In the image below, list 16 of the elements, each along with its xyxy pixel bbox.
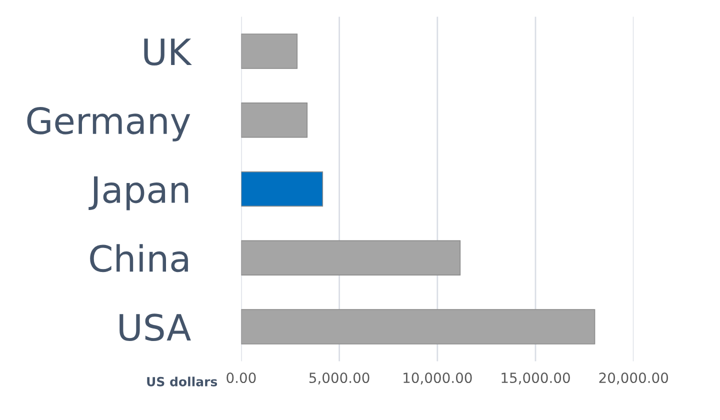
y-tick-label: Japan [88,176,188,210]
bar [241,309,596,344]
x-tick-label: 0.00 [226,372,256,384]
x-tick-label: 20,000.00 [599,372,668,384]
bar [241,171,324,207]
x-tick-label: 10,000.00 [404,372,472,384]
x-axis-title: US dollars [147,376,218,386]
y-tick-label: China [90,244,188,272]
x-tick-label: 5,000.00 [309,372,370,384]
y-tick-label: UK [144,38,192,66]
x-tick-label: 15,000.00 [502,372,570,384]
y-tick-label: Germany [27,107,190,142]
y-tick-label: USA [120,314,191,341]
bar [241,102,308,138]
bar [241,240,461,276]
bar [241,34,298,69]
